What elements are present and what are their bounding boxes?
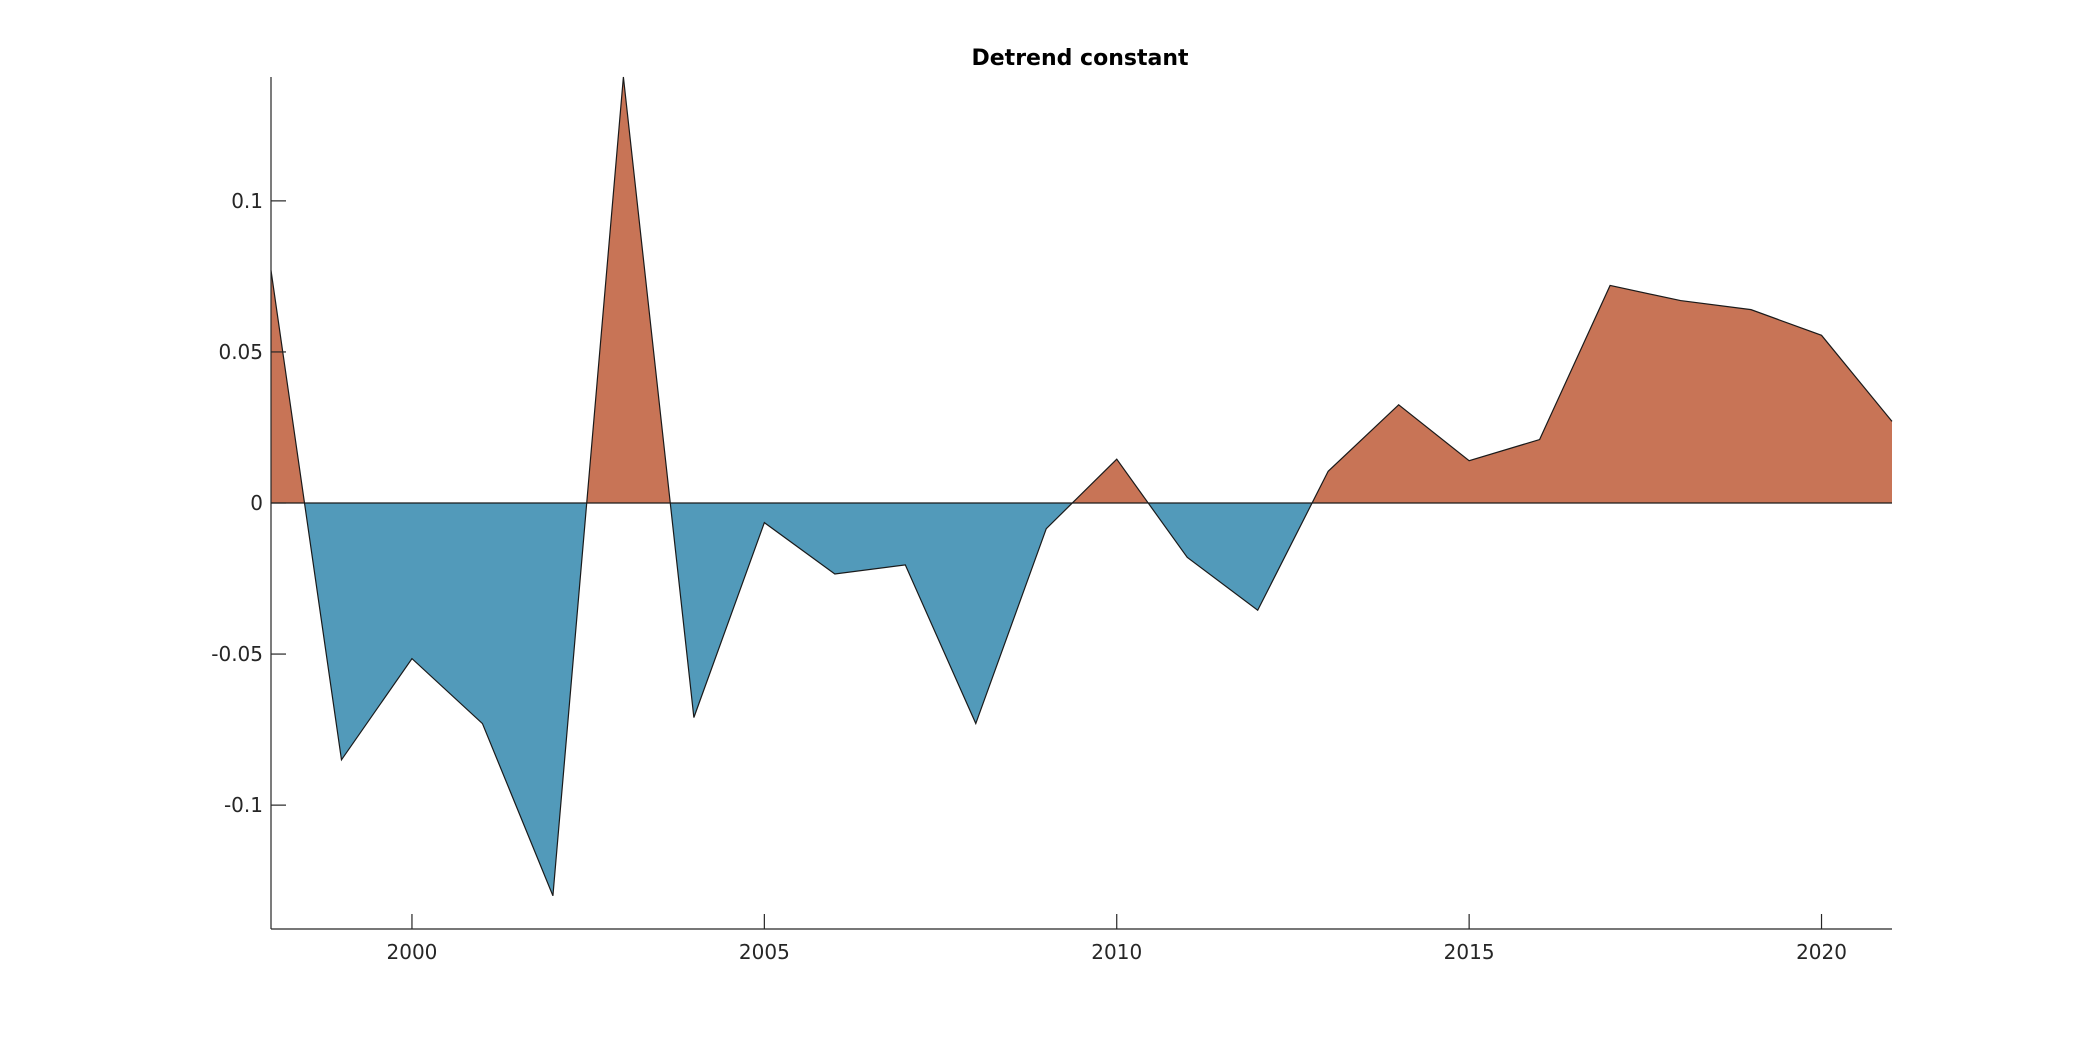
series-line — [270, 76, 1893, 896]
y-tick-label: 0 — [250, 491, 263, 515]
y-tick-label: -0.1 — [224, 793, 263, 817]
x-tick-label: 2000 — [387, 940, 438, 964]
y-tick-label: 0.05 — [218, 340, 263, 364]
negative-area-3 — [670, 503, 1073, 724]
x-tick-label: 2010 — [1091, 940, 1142, 964]
x-tick-label: 2005 — [739, 940, 790, 964]
y-tick-label: -0.05 — [211, 642, 263, 666]
y-tick-label: 0.1 — [231, 189, 263, 213]
chart-title: Detrend constant — [972, 46, 1189, 71]
axes: 2000 2005 2010 2015 2020 -0.1 -0.05 0 0.05 0.1 — [211, 77, 1892, 964]
positive-area-4 — [1072, 459, 1149, 503]
x-tick-label: 2015 — [1444, 940, 1495, 964]
plot-area — [270, 76, 1893, 896]
positive-area-6 — [1312, 285, 1892, 503]
negative-area-5 — [1148, 503, 1313, 611]
negative-area-1 — [304, 503, 587, 896]
x-tick-label: 2020 — [1796, 940, 1847, 964]
positive-area-2 — [586, 77, 671, 503]
